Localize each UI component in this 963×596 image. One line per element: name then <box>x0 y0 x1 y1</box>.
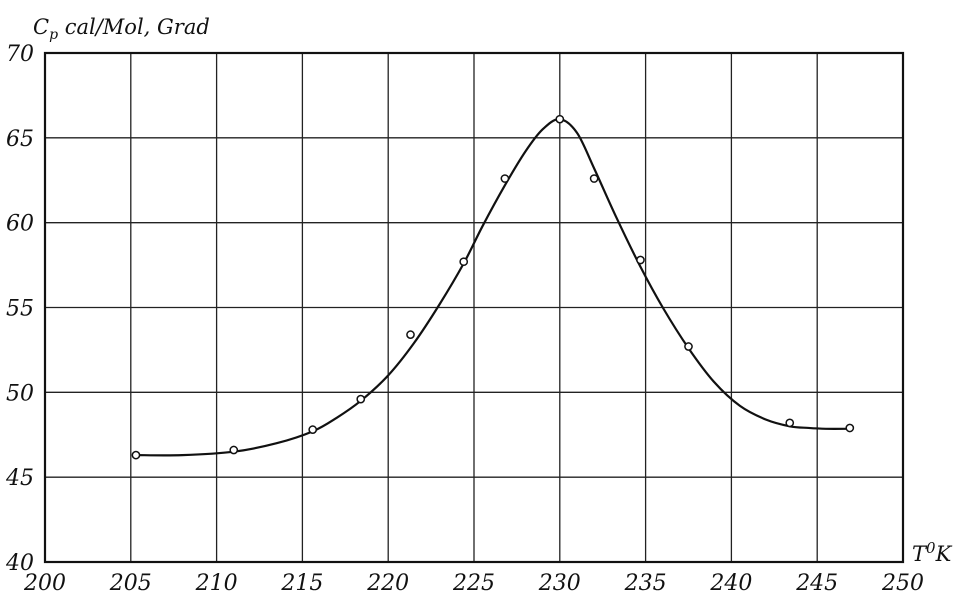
data-point <box>845 423 855 433</box>
y-tick-label: 65 <box>6 127 34 152</box>
data-point <box>308 425 318 435</box>
x-tick-label: 205 <box>109 571 152 596</box>
data-point <box>131 450 141 460</box>
x-axis-title: T0K <box>912 539 953 566</box>
fit-curve <box>135 118 850 457</box>
y-tick-label: 60 <box>6 212 34 237</box>
y-axis-title: Cp cal/Mol, Grad <box>33 15 210 43</box>
data-points <box>131 114 855 460</box>
y-tick-label: 40 <box>5 551 34 576</box>
data-point <box>555 114 565 124</box>
x-tick-label: 240 <box>709 571 752 596</box>
x-tick-label: 200 <box>23 571 66 596</box>
data-point <box>636 255 645 265</box>
grid <box>45 53 903 562</box>
data-point <box>684 342 693 351</box>
y-tick-label: 55 <box>6 297 34 322</box>
data-point <box>459 257 469 267</box>
y-tick-label: 45 <box>5 466 34 491</box>
plot-frame <box>43 51 905 564</box>
x-tick-label: 250 <box>881 571 924 596</box>
x-tick-label: 210 <box>195 571 238 596</box>
y-tick-label: 70 <box>6 42 34 67</box>
data-point <box>229 445 239 455</box>
x-tick-label: 245 <box>795 571 838 596</box>
x-tick-label: 225 <box>452 571 495 596</box>
x-tick-label: 235 <box>624 571 667 596</box>
y-tick-labels: 40 45 50 55 60 65 70 <box>5 42 34 576</box>
data-point <box>356 394 366 404</box>
data-point <box>785 418 795 428</box>
y-tick-label: 50 <box>6 381 34 406</box>
x-tick-labels: 200 205 210 215 220 225 230 235 240 245 250 <box>23 571 924 596</box>
data-point <box>406 330 415 339</box>
data-point <box>589 174 599 183</box>
data-point <box>500 174 510 183</box>
x-tick-label: 220 <box>366 571 409 596</box>
x-tick-label: 230 <box>538 571 581 596</box>
x-tick-label: 215 <box>280 571 323 596</box>
